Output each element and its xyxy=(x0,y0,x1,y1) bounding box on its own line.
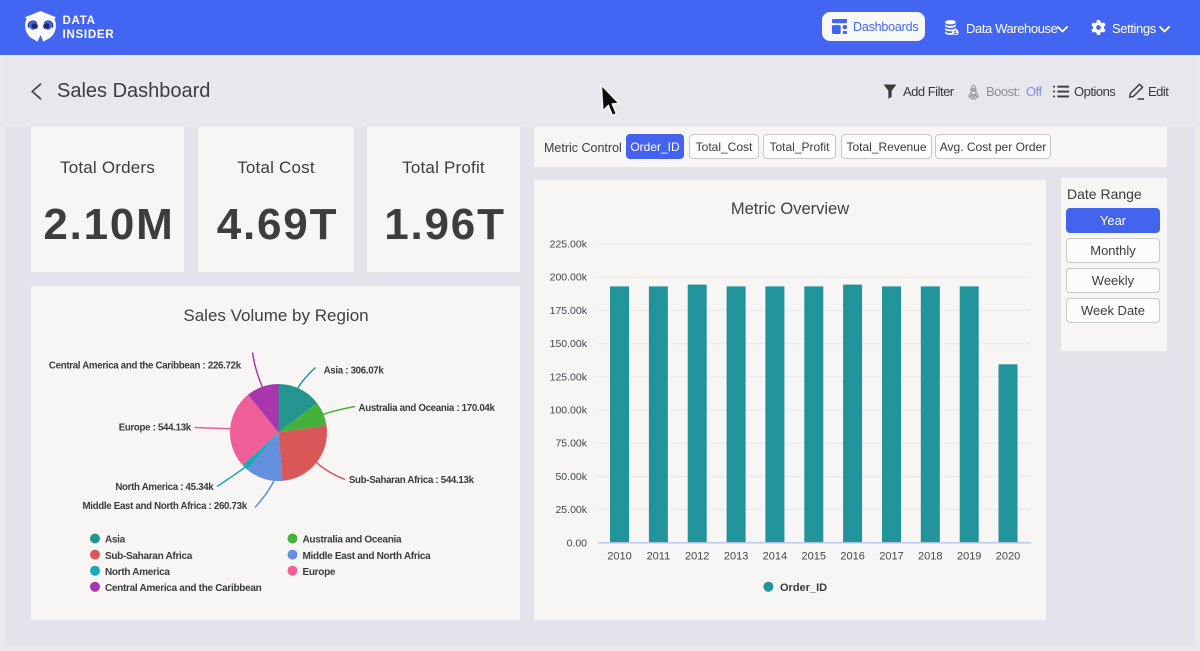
svg-text:Central America and the Caribb: Central America and the Caribbean : 226.… xyxy=(49,361,242,372)
svg-text:Metric Overview: Metric Overview xyxy=(731,200,849,218)
svg-text:2016: 2016 xyxy=(840,551,864,563)
svg-text:2018: 2018 xyxy=(918,551,942,563)
svg-text:0.00: 0.00 xyxy=(567,537,588,549)
svg-text:Australia and Oceania : 170.04: Australia and Oceania : 170.04k xyxy=(359,403,496,414)
svg-text:2011: 2011 xyxy=(647,551,671,563)
svg-text:Asia : 306.07k: Asia : 306.07k xyxy=(324,366,385,377)
svg-text:75.00k: 75.00k xyxy=(555,438,587,450)
svg-text:Middle East and North Africa: Middle East and North Africa xyxy=(303,551,432,562)
svg-text:2015: 2015 xyxy=(802,551,826,563)
svg-text:2013: 2013 xyxy=(724,551,748,563)
svg-text:100.00k: 100.00k xyxy=(550,405,588,417)
svg-text:200.00k: 200.00k xyxy=(550,272,588,284)
svg-text:50.00k: 50.00k xyxy=(555,471,587,483)
svg-text:150.00k: 150.00k xyxy=(550,338,588,350)
svg-text:Europe: Europe xyxy=(303,567,336,578)
svg-text:Sales Volume by Region: Sales Volume by Region xyxy=(183,306,368,325)
svg-text:Sub-Saharan Africa: Sub-Saharan Africa xyxy=(105,551,193,562)
svg-text:North America: North America xyxy=(105,567,170,578)
svg-text:2010: 2010 xyxy=(607,551,631,563)
svg-text:225.00k: 225.00k xyxy=(550,239,588,251)
svg-text:2020: 2020 xyxy=(996,551,1020,563)
svg-text:125.00k: 125.00k xyxy=(550,371,588,383)
svg-text:2017: 2017 xyxy=(879,551,903,563)
svg-text:North America : 45.34k: North America : 45.34k xyxy=(115,482,214,493)
svg-text:2012: 2012 xyxy=(685,551,709,563)
svg-text:Asia: Asia xyxy=(105,535,126,546)
svg-text:Central America and the Caribb: Central America and the Caribbean xyxy=(105,583,262,594)
svg-text:2014: 2014 xyxy=(763,551,787,563)
svg-text:Order_ID: Order_ID xyxy=(780,582,827,594)
svg-text:175.00k: 175.00k xyxy=(550,305,588,317)
svg-text:Europe : 544.13k: Europe : 544.13k xyxy=(119,423,192,434)
svg-text:2019: 2019 xyxy=(957,551,981,563)
svg-text:Middle East and North Africa :: Middle East and North Africa : 260.73k xyxy=(83,501,248,512)
svg-text:Sub-Saharan Africa : 544.13k: Sub-Saharan Africa : 544.13k xyxy=(349,475,475,486)
svg-text:25.00k: 25.00k xyxy=(555,504,587,516)
svg-text:Australia and Oceania: Australia and Oceania xyxy=(303,535,402,546)
